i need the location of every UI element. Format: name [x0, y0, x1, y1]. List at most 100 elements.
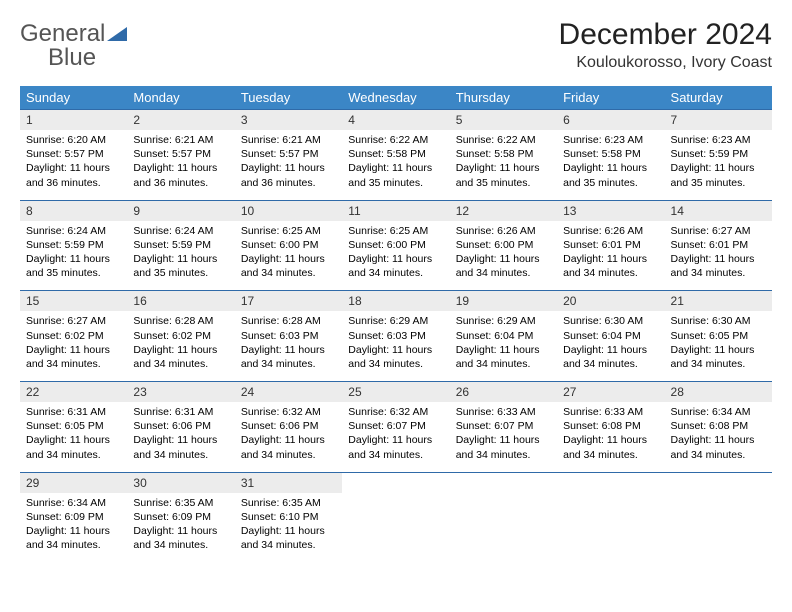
sunset-line: Sunset: 6:00 PM	[456, 238, 551, 252]
day-content: Sunrise: 6:21 AMSunset: 5:57 PMDaylight:…	[235, 130, 342, 200]
sunrise-line: Sunrise: 6:33 AM	[563, 405, 658, 419]
sunrise-line: Sunrise: 6:21 AM	[133, 133, 228, 147]
day-number: 14	[665, 200, 772, 221]
daylight-line: Daylight: 11 hours and 34 minutes.	[671, 252, 766, 280]
day-content: Sunrise: 6:29 AMSunset: 6:04 PMDaylight:…	[450, 311, 557, 381]
sunset-line: Sunset: 5:59 PM	[26, 238, 121, 252]
day-number	[665, 472, 772, 493]
day-number: 30	[127, 472, 234, 493]
daylight-line: Daylight: 11 hours and 34 minutes.	[26, 343, 121, 371]
sunrise-line: Sunrise: 6:22 AM	[456, 133, 551, 147]
logo-text: General Blue	[20, 22, 127, 70]
day-number: 4	[342, 110, 449, 131]
sunrise-line: Sunrise: 6:23 AM	[563, 133, 658, 147]
sunset-line: Sunset: 6:03 PM	[241, 329, 336, 343]
day-number: 9	[127, 200, 234, 221]
sunset-line: Sunset: 6:08 PM	[563, 419, 658, 433]
daylight-line: Daylight: 11 hours and 34 minutes.	[563, 252, 658, 280]
day-header: Friday	[557, 86, 664, 110]
sunset-line: Sunset: 6:06 PM	[241, 419, 336, 433]
sunset-line: Sunset: 5:57 PM	[133, 147, 228, 161]
sunset-line: Sunset: 6:09 PM	[26, 510, 121, 524]
sunrise-line: Sunrise: 6:35 AM	[241, 496, 336, 510]
daylight-line: Daylight: 11 hours and 34 minutes.	[456, 252, 551, 280]
day-number: 29	[20, 472, 127, 493]
day-number: 27	[557, 382, 664, 403]
day-header: Sunday	[20, 86, 127, 110]
sunset-line: Sunset: 5:58 PM	[563, 147, 658, 161]
daylight-line: Daylight: 11 hours and 34 minutes.	[241, 524, 336, 552]
daylight-line: Daylight: 11 hours and 34 minutes.	[348, 433, 443, 461]
sunset-line: Sunset: 5:58 PM	[456, 147, 551, 161]
day-number: 18	[342, 291, 449, 312]
sunset-line: Sunset: 5:57 PM	[26, 147, 121, 161]
daylight-line: Daylight: 11 hours and 35 minutes.	[348, 161, 443, 189]
day-content: Sunrise: 6:27 AMSunset: 6:02 PMDaylight:…	[20, 311, 127, 381]
sunrise-line: Sunrise: 6:24 AM	[26, 224, 121, 238]
daylight-line: Daylight: 11 hours and 34 minutes.	[241, 252, 336, 280]
day-number: 15	[20, 291, 127, 312]
daylight-line: Daylight: 11 hours and 34 minutes.	[563, 343, 658, 371]
day-header: Saturday	[665, 86, 772, 110]
sunset-line: Sunset: 6:08 PM	[671, 419, 766, 433]
sunrise-line: Sunrise: 6:27 AM	[26, 314, 121, 328]
day-number: 11	[342, 200, 449, 221]
day-content: Sunrise: 6:30 AMSunset: 6:04 PMDaylight:…	[557, 311, 664, 381]
sunset-line: Sunset: 6:04 PM	[456, 329, 551, 343]
day-number: 5	[450, 110, 557, 131]
sunrise-line: Sunrise: 6:34 AM	[26, 496, 121, 510]
day-number: 22	[20, 382, 127, 403]
sunrise-line: Sunrise: 6:28 AM	[133, 314, 228, 328]
day-content: Sunrise: 6:28 AMSunset: 6:03 PMDaylight:…	[235, 311, 342, 381]
header: General Blue December 2024 Kouloukorosso…	[20, 18, 772, 72]
day-number: 8	[20, 200, 127, 221]
day-content: Sunrise: 6:33 AMSunset: 6:08 PMDaylight:…	[557, 402, 664, 472]
week-content-row: Sunrise: 6:27 AM Sunset: 6:02 PM Daylight:…	[20, 311, 772, 381]
page-title: December 2024	[559, 18, 772, 52]
day-number: 2	[127, 110, 234, 131]
sunrise-line: Sunrise: 6:30 AM	[671, 314, 766, 328]
daylight-line: Daylight: 11 hours and 36 minutes.	[26, 161, 121, 189]
title-block: December 2024 Kouloukorosso, Ivory Coast	[559, 18, 772, 72]
day-content	[665, 493, 772, 563]
day-number: 13	[557, 200, 664, 221]
sunset-line: Sunset: 5:57 PM	[241, 147, 336, 161]
day-number	[450, 472, 557, 493]
sunset-line: Sunset: 6:01 PM	[563, 238, 658, 252]
sunrise-line: Sunrise: 6:22 AM	[348, 133, 443, 147]
day-number: 7	[665, 110, 772, 131]
daylight-line: Daylight: 11 hours and 34 minutes.	[348, 343, 443, 371]
sunrise-line: Sunrise: 6:31 AM	[26, 405, 121, 419]
sunset-line: Sunset: 6:10 PM	[241, 510, 336, 524]
day-number: 25	[342, 382, 449, 403]
sunset-line: Sunset: 6:02 PM	[133, 329, 228, 343]
day-content: Sunrise: 6:34 AMSunset: 6:08 PMDaylight:…	[665, 402, 772, 472]
day-content: Sunrise: 6:24 AMSunset: 5:59 PMDaylight:…	[127, 221, 234, 291]
daylight-line: Daylight: 11 hours and 34 minutes.	[456, 343, 551, 371]
day-number: 3	[235, 110, 342, 131]
daylight-line: Daylight: 11 hours and 34 minutes.	[456, 433, 551, 461]
sunset-line: Sunset: 5:59 PM	[133, 238, 228, 252]
week-content-row: Sunrise: 6:20 AMSunset: 5:57 PMDaylight:…	[20, 130, 772, 200]
day-content: Sunrise: 6:20 AMSunset: 5:57 PMDaylight:…	[20, 130, 127, 200]
location: Kouloukorosso, Ivory Coast	[559, 54, 772, 72]
day-content: Sunrise: 6:35 AMSunset: 6:10 PMDaylight:…	[235, 493, 342, 563]
daylight-line: Daylight: 11 hours and 34 minutes.	[133, 433, 228, 461]
day-header: Wednesday	[342, 86, 449, 110]
daylight-line: Daylight: 11 hours and 34 minutes.	[563, 433, 658, 461]
sunrise-line: Sunrise: 6:23 AM	[671, 133, 766, 147]
day-number: 24	[235, 382, 342, 403]
day-content: Sunrise: 6:22 AMSunset: 5:58 PMDaylight:…	[450, 130, 557, 200]
day-content: Sunrise: 6:32 AMSunset: 6:06 PMDaylight:…	[235, 402, 342, 472]
day-content: Sunrise: 6:34 AMSunset: 6:09 PMDaylight:…	[20, 493, 127, 563]
daylight-line: Daylight: 11 hours and 34 minutes.	[133, 524, 228, 552]
daylight-line: Daylight: 11 hours and 36 minutes.	[133, 161, 228, 189]
sunrise-line: Sunrise: 6:34 AM	[671, 405, 766, 419]
day-content: Sunrise: 6:33 AMSunset: 6:07 PMDaylight:…	[450, 402, 557, 472]
week-daynum-row: 293031	[20, 472, 772, 493]
day-content: Sunrise: 6:35 AMSunset: 6:09 PMDaylight:…	[127, 493, 234, 563]
week-daynum-row: 891011121314	[20, 200, 772, 221]
sunrise-line: Sunrise: 6:30 AM	[563, 314, 658, 328]
sunset-line: Sunset: 6:07 PM	[456, 419, 551, 433]
week-content-row: Sunrise: 6:34 AMSunset: 6:09 PM Daylight:…	[20, 493, 772, 563]
